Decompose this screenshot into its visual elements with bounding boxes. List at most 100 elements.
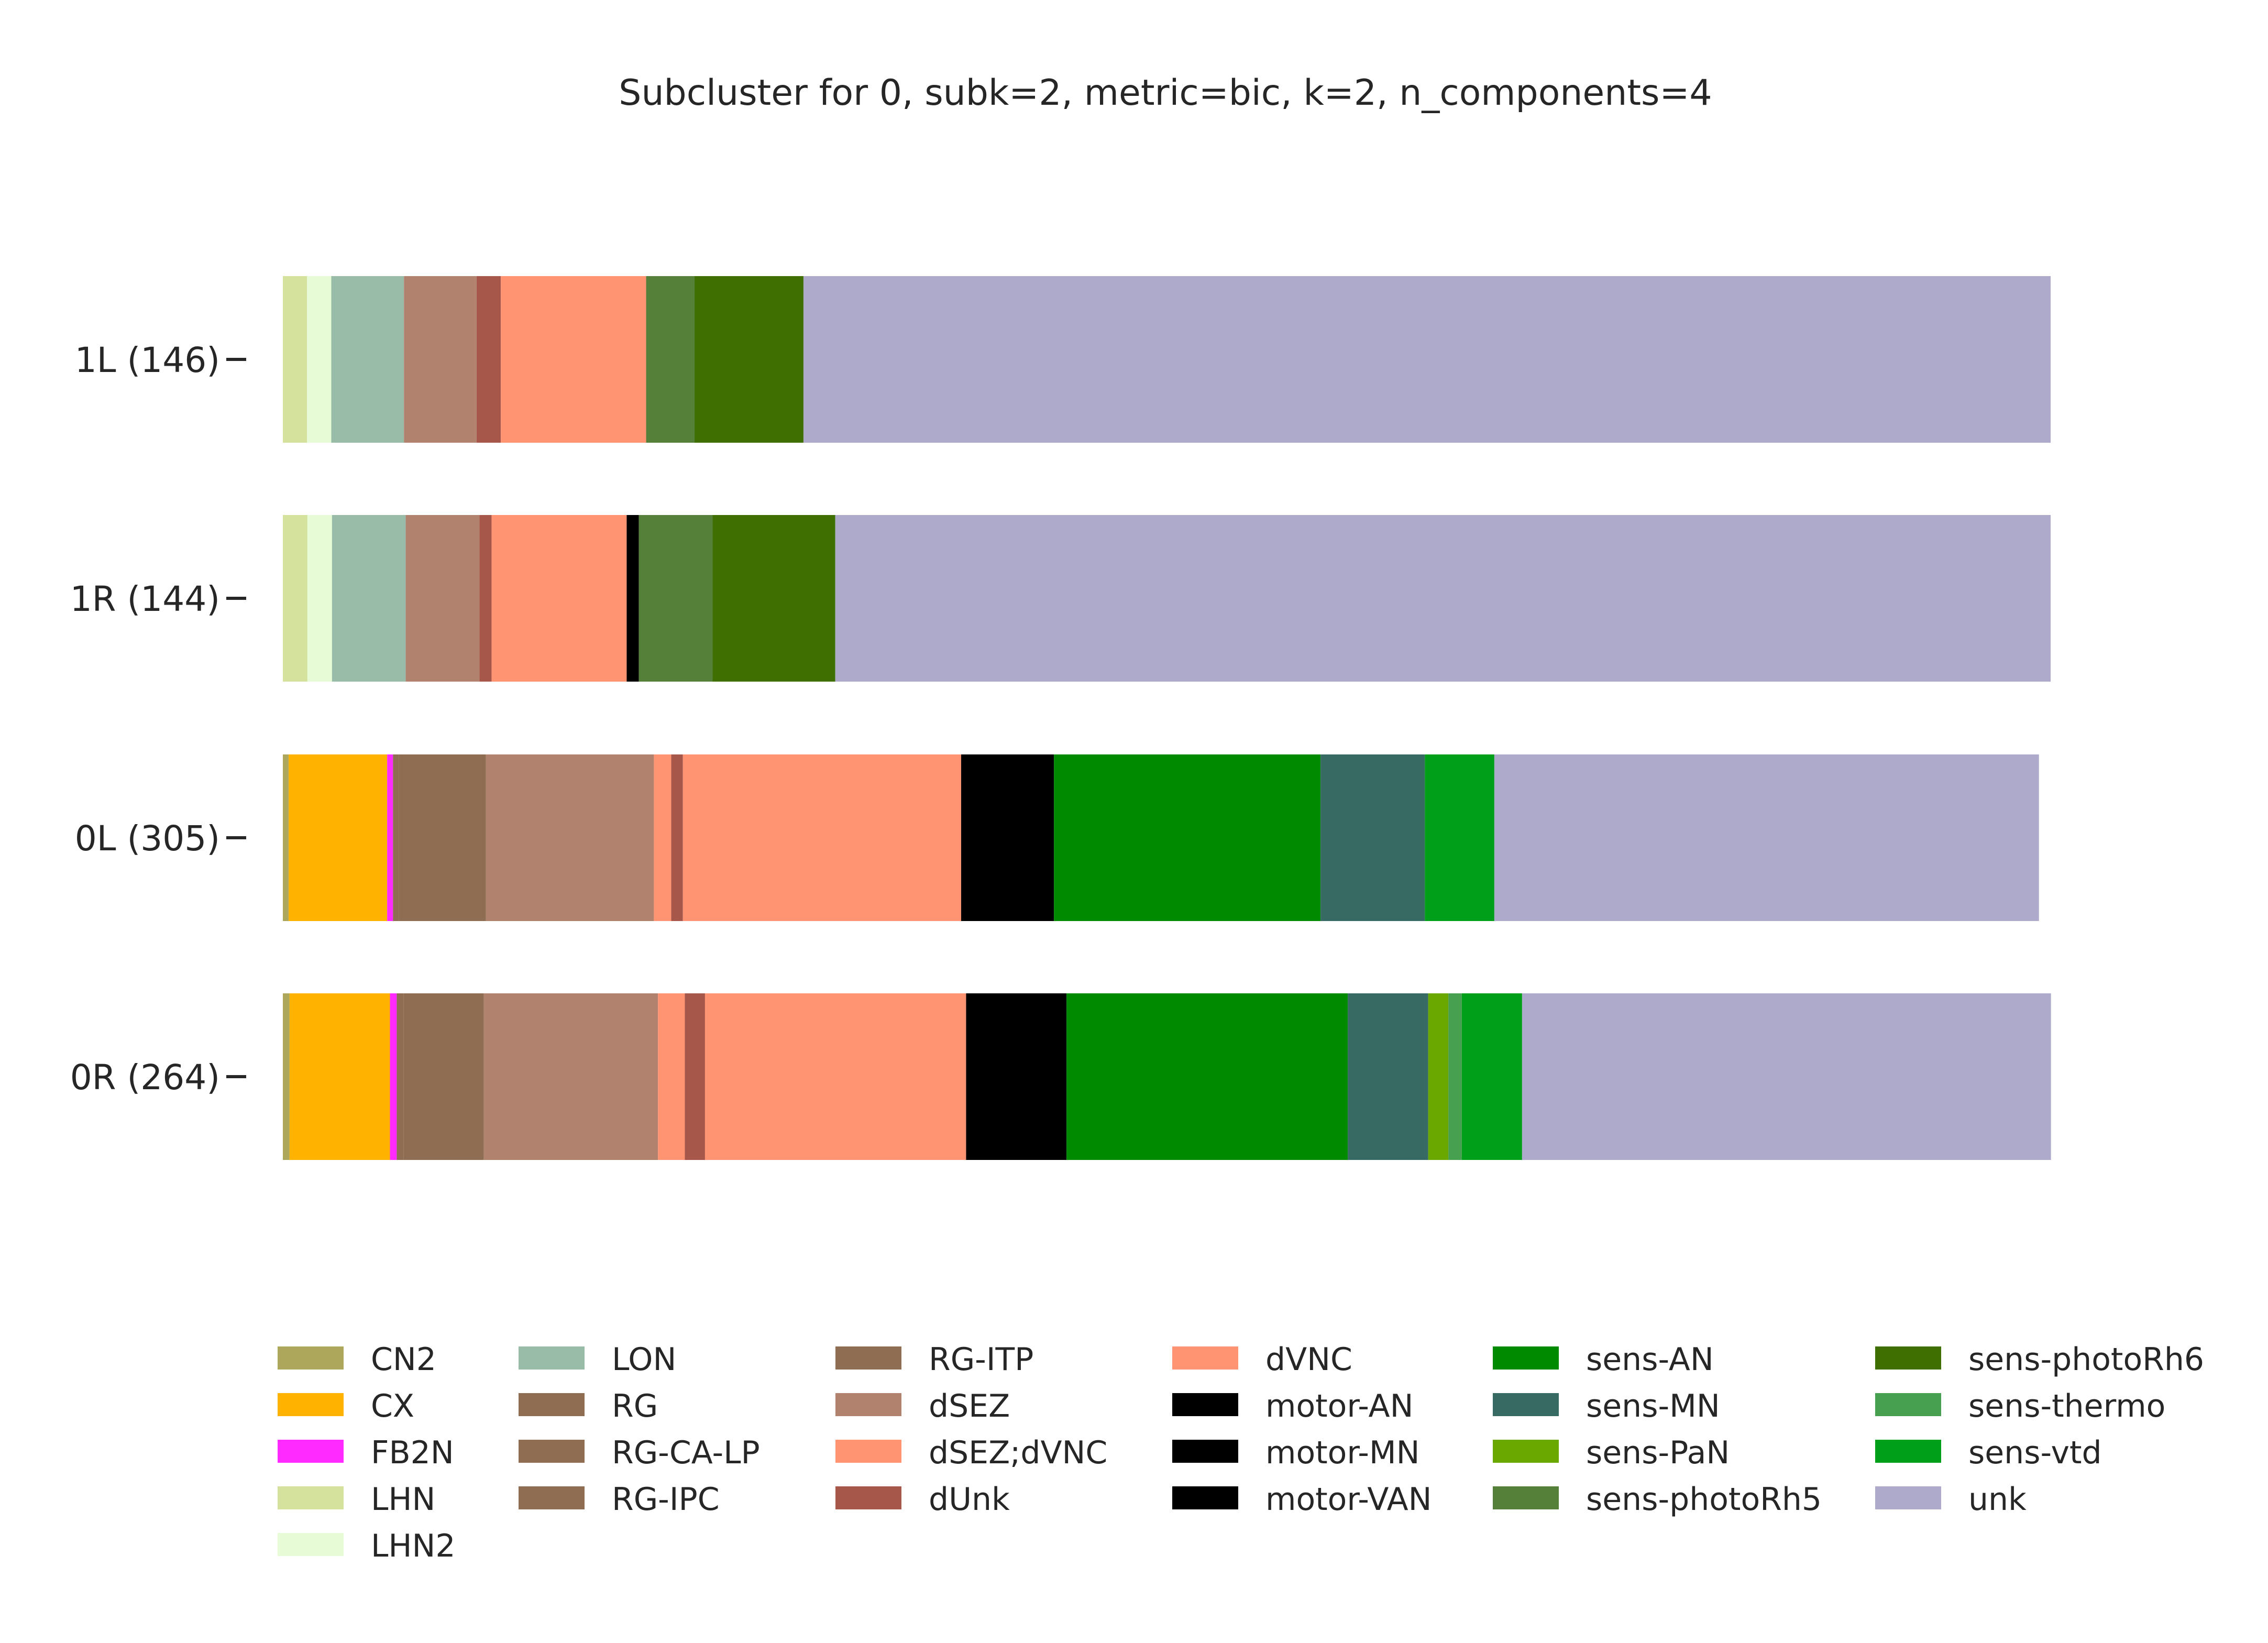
- legend-label: CN2: [371, 1341, 436, 1378]
- y-axis: 1L (146) 1R (144) 0L (305) 0R (264): [70, 340, 246, 1098]
- y-tick-label: 1L (146): [75, 340, 220, 380]
- legend-item-rg-ca-lp: RG-CA-LP: [519, 1434, 760, 1471]
- bar-segment-sens-photorh5-1r-144: [638, 515, 713, 682]
- legend-label: LON: [612, 1341, 676, 1378]
- legend-swatch: [1172, 1486, 1238, 1509]
- legend-swatch: [519, 1393, 585, 1416]
- legend-item-sens-photorh6: sens-photoRh6: [1875, 1341, 2204, 1378]
- legend-item-sens-pan: sens-PaN: [1493, 1434, 1730, 1471]
- legend-label: RG-IPC: [612, 1481, 720, 1518]
- legend-swatch: [278, 1346, 344, 1370]
- legend-item-dsez: dSEZ: [835, 1388, 1010, 1425]
- bar-segment-sens-vtd-0l-305: [1425, 754, 1494, 921]
- chart-title: Subcluster for 0, subk=2, metric=bic, k=…: [619, 72, 1712, 114]
- bar-segment-sens-mn-0l-305: [1320, 754, 1425, 921]
- bar-segment-motor-mn-0r-264: [966, 993, 1067, 1160]
- legend-label: sens-thermo: [1968, 1388, 2165, 1425]
- legend-label: sens-PaN: [1586, 1434, 1730, 1471]
- legend-swatch: [278, 1440, 344, 1463]
- bar-segment-rg-ipc-0r-264: [403, 993, 484, 1160]
- legend-label: CX: [371, 1388, 414, 1425]
- bar-segment-dunk-0l-305: [671, 754, 683, 921]
- legend-swatch: [519, 1346, 585, 1370]
- bar-segment-sens-pan-0r-264: [1428, 993, 1449, 1160]
- bar-segment-motor-mn-0l-305: [961, 754, 1054, 921]
- bar-segment-lhn2-1l-146: [307, 276, 332, 443]
- legend-swatch: [1172, 1393, 1238, 1416]
- legend-swatch: [1875, 1346, 1941, 1370]
- bar-segment-rg-ca-lp-0r-264: [397, 993, 404, 1160]
- legend-swatch: [1493, 1346, 1559, 1370]
- bar-segment-dsez-1r-144: [405, 515, 480, 682]
- legend-swatch: [519, 1486, 585, 1509]
- legend-swatch: [519, 1440, 585, 1463]
- legend-label: dSEZ;dVNC: [929, 1434, 1107, 1471]
- legend-item-sens-mn: sens-MN: [1493, 1388, 1720, 1425]
- bar-segment-sens-photorh5-1l-146: [646, 276, 695, 443]
- legend-item-dsez-dvnc: dSEZ;dVNC: [835, 1434, 1107, 1471]
- bar-segment-sens-an-0r-264: [1066, 993, 1348, 1160]
- bar-segment-sens-photorh6-1l-146: [695, 276, 803, 443]
- bar-segment-cx-0l-305: [289, 754, 388, 921]
- bar-segment-lhn-1l-146: [283, 276, 307, 443]
- legend-swatch: [278, 1533, 344, 1556]
- legend-label: LHN: [371, 1481, 435, 1518]
- legend-item-lhn: LHN: [278, 1481, 435, 1518]
- legend: CN2 CX FB2N LHN LHN2 LON RG RG-CA-LP RG-IPC RG-IT…: [278, 1341, 2204, 1564]
- legend-swatch: [1875, 1393, 1941, 1416]
- legend-swatch: [835, 1393, 901, 1416]
- legend-item-rg-ipc: RG-IPC: [519, 1481, 720, 1518]
- legend-item-sens-photorh5: sens-photoRh5: [1493, 1481, 1822, 1518]
- bar-segment-dsez-dvnc-0r-264: [658, 993, 685, 1160]
- legend-swatch: [1875, 1486, 1941, 1509]
- legend-item-lon: LON: [519, 1341, 676, 1378]
- legend-label: sens-AN: [1586, 1341, 1714, 1378]
- legend-swatch: [1875, 1440, 1941, 1463]
- legend-item-dvnc: dVNC: [1172, 1341, 1352, 1378]
- legend-swatch: [278, 1486, 344, 1509]
- y-tick-label: 0R (264): [70, 1057, 220, 1098]
- bar-segment-dunk-1r-144: [479, 515, 492, 682]
- bar-segment-lhn-1r-144: [283, 515, 307, 682]
- bar-segment-rg-0l-305: [393, 754, 399, 921]
- bar-segment-dsez-0l-305: [486, 754, 654, 921]
- legend-item-cx: CX: [278, 1388, 414, 1425]
- legend-label: RG: [612, 1388, 658, 1425]
- bar-segment-motor-an-1r-144: [626, 515, 639, 682]
- legend-label: sens-MN: [1586, 1388, 1720, 1425]
- legend-label: FB2N: [371, 1434, 454, 1471]
- legend-label: dUnk: [929, 1481, 1010, 1518]
- legend-item-dunk: dUnk: [835, 1481, 1010, 1518]
- legend-item-lhn2: LHN2: [278, 1528, 456, 1564]
- legend-item-motor-van: motor-VAN: [1172, 1481, 1432, 1518]
- legend-swatch: [835, 1486, 901, 1509]
- bar-segment-cn2-0r-264: [283, 993, 290, 1160]
- legend-swatch: [835, 1440, 901, 1463]
- legend-label: dVNC: [1265, 1341, 1352, 1378]
- bar-segment-lhn2-1r-144: [307, 515, 332, 682]
- legend-label: sens-photoRh6: [1968, 1341, 2204, 1378]
- bar-segment-cx-0r-264: [289, 993, 390, 1160]
- legend-label: unk: [1968, 1481, 2027, 1518]
- legend-item-motor-an: motor-AN: [1172, 1388, 1413, 1425]
- legend-item-sens-vtd: sens-vtd: [1875, 1434, 2102, 1471]
- legend-swatch: [835, 1346, 901, 1370]
- bar-segment-unk-1r-144: [835, 515, 2051, 682]
- bars-group: [283, 276, 2051, 1160]
- legend-label: RG-ITP: [929, 1341, 1033, 1378]
- bar-segment-dvnc-0l-305: [682, 754, 961, 921]
- legend-item-sens-thermo: sens-thermo: [1875, 1388, 2165, 1425]
- bar-segment-sens-vtd-0r-264: [1461, 993, 1522, 1160]
- legend-item-rg-itp: RG-ITP: [835, 1341, 1033, 1378]
- bar-segment-unk-0r-264: [1522, 993, 2051, 1160]
- legend-label: RG-CA-LP: [612, 1434, 760, 1471]
- legend-swatch: [1172, 1346, 1238, 1370]
- legend-swatch: [1172, 1440, 1238, 1463]
- bar-segment-rg-ipc-0l-305: [399, 754, 486, 921]
- legend-swatch: [1493, 1393, 1559, 1416]
- legend-item-rg: RG: [519, 1388, 658, 1425]
- bar-segment-dunk-1l-146: [476, 276, 501, 443]
- legend-item-cn2: CN2: [278, 1341, 436, 1378]
- legend-label: motor-MN: [1265, 1434, 1420, 1471]
